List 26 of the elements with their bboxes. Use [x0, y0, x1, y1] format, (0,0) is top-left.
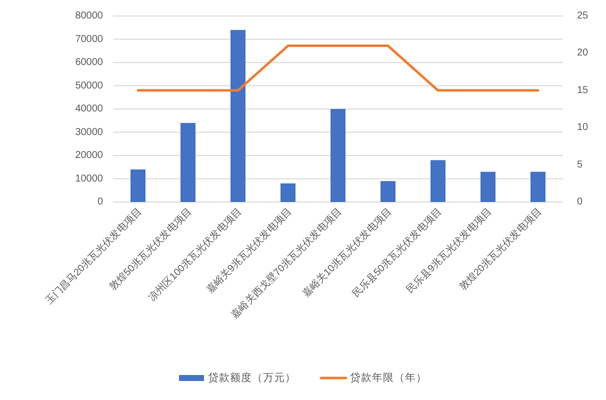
legend-label: 贷款额度（万元） — [208, 371, 296, 384]
y-tick-label: 20000 — [75, 150, 104, 161]
bar — [430, 160, 446, 202]
y-tick-label: 60000 — [75, 57, 104, 68]
bar — [180, 122, 196, 202]
y-tick-label: 50000 — [75, 80, 104, 92]
y2-tick-label: 0 — [577, 196, 583, 208]
bar — [130, 169, 146, 202]
bar — [380, 181, 396, 202]
y2-tick-label: 10 — [577, 122, 589, 134]
y2-tick-label: 20 — [577, 48, 589, 59]
y-tick-label: 10000 — [75, 173, 104, 184]
y-tick-label: 70000 — [75, 34, 104, 45]
bar — [280, 183, 296, 202]
y-tick-label: 80000 — [75, 10, 104, 22]
legend-label: 贷款年限（年） — [350, 371, 427, 384]
y2-tick-label: 25 — [577, 10, 589, 22]
bar — [530, 172, 546, 202]
y2-tick-label: 5 — [577, 159, 583, 170]
y-tick-label: 30000 — [75, 126, 104, 138]
bar — [230, 30, 246, 202]
bar — [330, 109, 346, 202]
y2-tick-label: 15 — [577, 84, 589, 96]
y-tick-label: 0 — [97, 196, 104, 208]
bar — [480, 172, 496, 202]
y-tick-label: 40000 — [75, 104, 104, 114]
